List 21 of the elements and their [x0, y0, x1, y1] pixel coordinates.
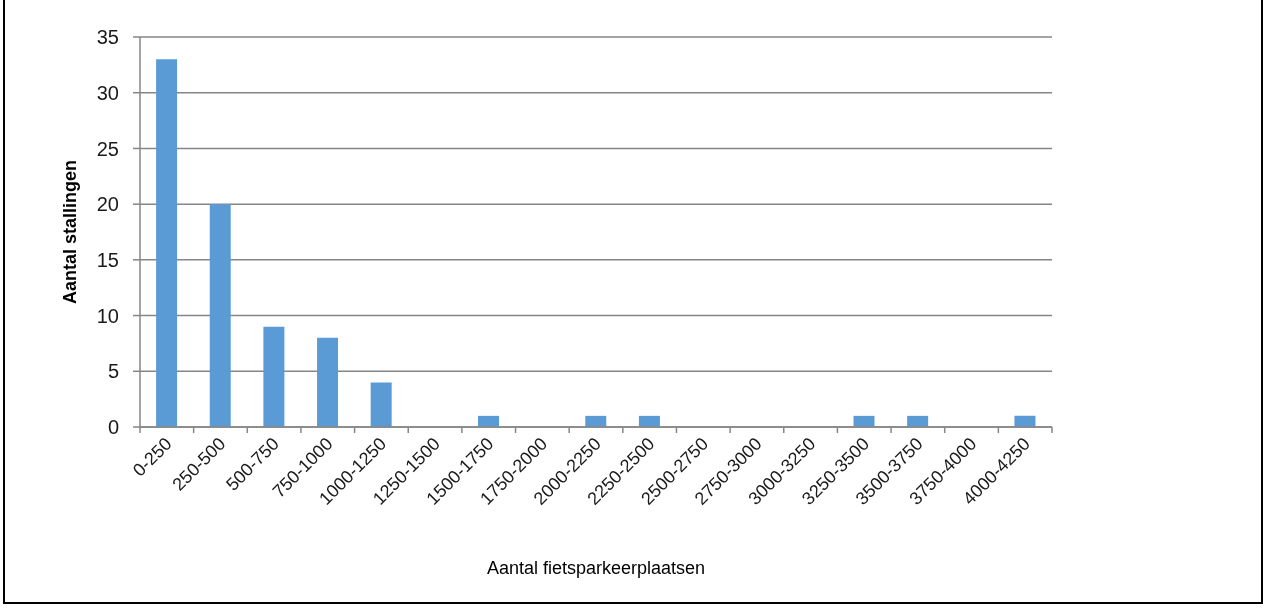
bar	[907, 415, 929, 427]
y-tick-label: 35	[96, 26, 119, 49]
bar	[209, 204, 231, 427]
bar	[156, 59, 178, 427]
y-tick-label: 5	[107, 360, 119, 383]
y-tick-label: 25	[96, 137, 119, 160]
y-tick-label: 30	[96, 81, 119, 104]
bar	[853, 415, 875, 427]
bar	[638, 415, 660, 427]
y-tick-label: 0	[107, 416, 119, 439]
y-tick-label: 10	[96, 304, 119, 327]
bar	[317, 337, 339, 427]
y-tick-label: 15	[96, 248, 119, 271]
bar	[263, 326, 285, 427]
y-axis-title: Aantal stallingen	[60, 159, 80, 305]
bar	[585, 415, 607, 427]
bar	[477, 415, 499, 427]
bar	[370, 382, 392, 427]
y-tick-label: 20	[96, 193, 119, 216]
x-axis-title: Aantal fietsparkeerplaatsen	[486, 558, 706, 578]
bar	[1014, 415, 1036, 427]
